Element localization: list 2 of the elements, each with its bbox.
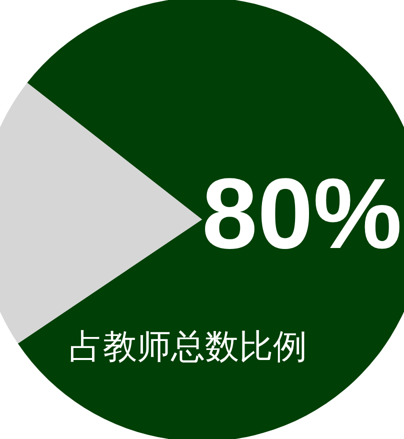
data-label: 80% [202, 158, 402, 270]
text: 占教师总数比例 [69, 327, 307, 367]
